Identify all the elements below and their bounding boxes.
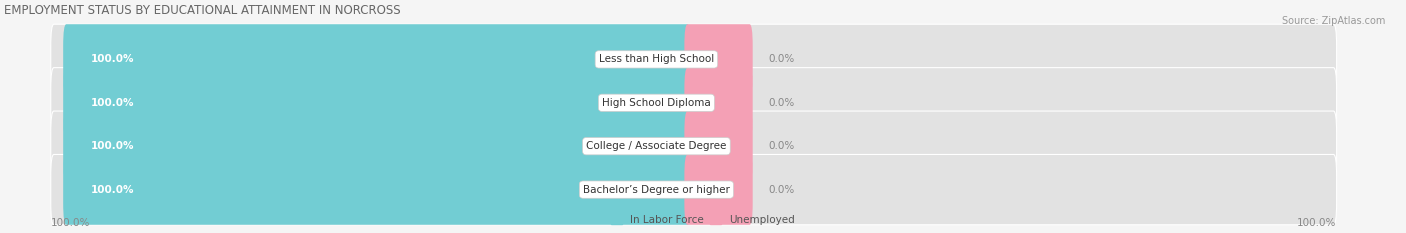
Text: 100.0%: 100.0% [91, 185, 135, 195]
Legend: In Labor Force, Unemployed: In Labor Force, Unemployed [612, 215, 794, 225]
Text: 0.0%: 0.0% [768, 185, 794, 195]
Text: Bachelor’s Degree or higher: Bachelor’s Degree or higher [583, 185, 730, 195]
FancyBboxPatch shape [685, 24, 752, 95]
Text: EMPLOYMENT STATUS BY EDUCATIONAL ATTAINMENT IN NORCROSS: EMPLOYMENT STATUS BY EDUCATIONAL ATTAINM… [4, 4, 401, 17]
FancyBboxPatch shape [51, 24, 1337, 95]
Text: 0.0%: 0.0% [768, 141, 794, 151]
FancyBboxPatch shape [685, 68, 752, 138]
Text: 100.0%: 100.0% [51, 219, 90, 229]
FancyBboxPatch shape [51, 68, 1337, 138]
FancyBboxPatch shape [63, 111, 690, 181]
Text: 100.0%: 100.0% [91, 54, 135, 64]
Text: Less than High School: Less than High School [599, 54, 714, 64]
Text: College / Associate Degree: College / Associate Degree [586, 141, 727, 151]
FancyBboxPatch shape [685, 111, 752, 181]
Text: 0.0%: 0.0% [768, 54, 794, 64]
Text: 0.0%: 0.0% [768, 98, 794, 108]
Text: 100.0%: 100.0% [91, 98, 135, 108]
Text: 100.0%: 100.0% [1298, 219, 1337, 229]
FancyBboxPatch shape [63, 68, 690, 138]
Text: Source: ZipAtlas.com: Source: ZipAtlas.com [1281, 16, 1385, 26]
FancyBboxPatch shape [63, 154, 690, 225]
FancyBboxPatch shape [63, 24, 690, 95]
Text: 100.0%: 100.0% [91, 141, 135, 151]
FancyBboxPatch shape [685, 154, 752, 225]
Text: High School Diploma: High School Diploma [602, 98, 711, 108]
FancyBboxPatch shape [51, 111, 1337, 181]
FancyBboxPatch shape [51, 154, 1337, 225]
